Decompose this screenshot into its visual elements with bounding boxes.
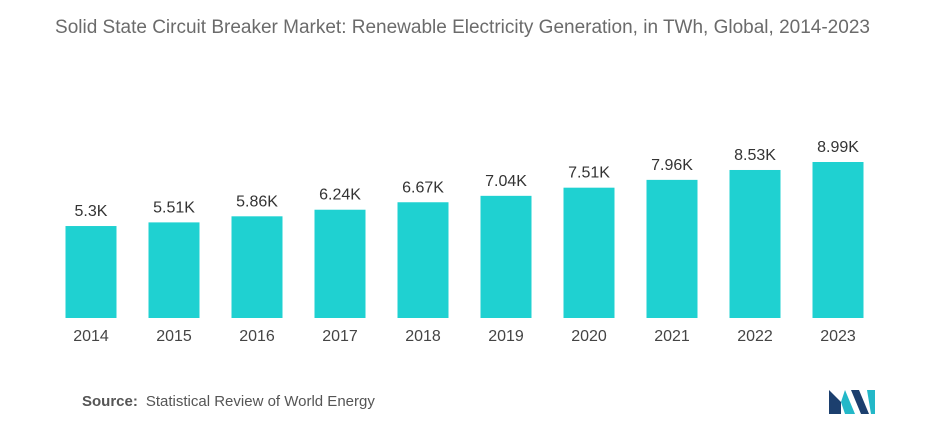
chart-title: Solid State Circuit Breaker Market: Rene… [55, 17, 870, 38]
bar-2016 [231, 216, 283, 318]
x-tick-label-2017: 2017 [322, 328, 358, 345]
x-tick-label-2022: 2022 [737, 328, 773, 345]
bar-2018 [397, 202, 449, 318]
x-tick-label-2019: 2019 [488, 328, 524, 345]
x-axis-ticks: 2014 2015 2016 2017 2018 2019 2020 2021 2022 2023 [73, 328, 856, 345]
value-label-2017: 6.24K [319, 187, 361, 204]
source-label: Source: [82, 393, 138, 410]
value-label-2019: 7.04K [485, 173, 527, 190]
value-label-2023: 8.99K [817, 139, 859, 156]
bar-2020 [563, 187, 615, 318]
value-labels-group: 5.3K 5.51K 5.86K 6.24K 6.67K 7.04K 7.51K 7.96K 8… [75, 139, 860, 220]
bar-2022 [729, 169, 781, 318]
value-label-2022: 8.53K [734, 147, 776, 164]
x-tick-label-2018: 2018 [405, 328, 441, 345]
value-label-2021: 7.96K [651, 157, 693, 174]
x-tick-label-2023: 2023 [820, 328, 856, 345]
value-label-2015: 5.51K [153, 199, 195, 216]
x-tick-label-2014: 2014 [73, 328, 109, 345]
bar-2021 [646, 179, 698, 318]
source-text: Statistical Review of World Energy [145, 393, 375, 410]
bars-group [65, 162, 864, 318]
value-label-2014: 5.3K [75, 203, 108, 220]
mordor-intelligence-logo-icon [829, 390, 875, 414]
bar-2017 [314, 209, 366, 318]
value-label-2020: 7.51K [568, 165, 610, 182]
bar-2019 [480, 195, 532, 318]
bar-2015 [148, 222, 200, 318]
source-note: Source: Statistical Review of World Energ… [82, 393, 375, 410]
value-label-2016: 5.86K [236, 193, 278, 210]
bar-2023 [812, 162, 864, 318]
bar-2014 [65, 226, 117, 318]
x-tick-label-2016: 2016 [239, 328, 275, 345]
x-tick-label-2020: 2020 [571, 328, 607, 345]
bar-chart: 5.3K 5.51K 5.86K 6.24K 6.67K 7.04K 7.51K 7.96K 8… [65, 139, 864, 345]
value-label-2018: 6.67K [402, 179, 444, 196]
x-tick-label-2021: 2021 [654, 328, 690, 345]
x-tick-label-2015: 2015 [156, 328, 192, 345]
